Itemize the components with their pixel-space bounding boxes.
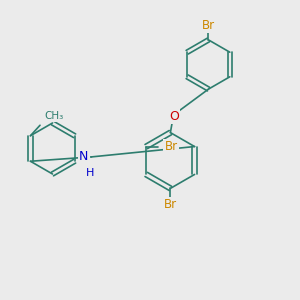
Text: O: O <box>169 110 179 123</box>
Text: N: N <box>79 150 88 164</box>
Text: Br: Br <box>165 140 178 153</box>
Text: Br: Br <box>164 198 177 212</box>
Text: CH₃: CH₃ <box>44 111 64 121</box>
Text: Br: Br <box>202 19 215 32</box>
Text: H: H <box>86 168 94 178</box>
